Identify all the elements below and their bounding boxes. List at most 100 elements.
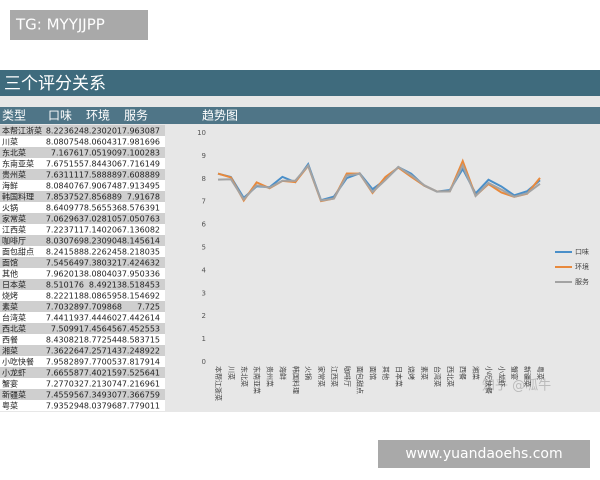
cell-value: 7.50991 — [51, 325, 84, 334]
cell-value: 7.136082 — [122, 226, 160, 235]
cell-value: 8.086595 — [84, 292, 122, 301]
cell-value: 7.853752 — [46, 193, 84, 202]
cell-value: 7.380321 — [84, 259, 122, 268]
cell-name: 东北菜 — [2, 148, 26, 158]
cell-value: 8.230904 — [84, 237, 122, 246]
title: 三个评分关系 — [4, 74, 106, 94]
cell-name: 新疆菜 — [2, 390, 26, 400]
cell-value: 7.779011 — [122, 402, 160, 411]
column-header: 口味 — [48, 109, 72, 123]
row-bg — [0, 345, 165, 356]
cell-value: 7.441193 — [46, 314, 84, 323]
x-tick-label: 素菜 — [420, 366, 429, 380]
cell-name: 东南亚菜 — [2, 159, 34, 169]
x-tick-label: 湘菜 — [472, 366, 481, 380]
cell-name: 湘菜 — [2, 346, 18, 356]
cell-value: 8.218035 — [122, 248, 160, 257]
cell-value: 7.665587 — [46, 369, 84, 378]
cell-value: 7.675155 — [46, 160, 84, 169]
row-bg — [0, 191, 165, 202]
cell-value: 8.510176 — [46, 281, 84, 290]
watermark-box — [10, 10, 148, 40]
x-tick-label: 咖啡厅 — [343, 366, 352, 387]
column-header: 类型 — [2, 109, 26, 123]
cell-value: 7.913495 — [122, 182, 160, 191]
row-bg — [0, 147, 165, 158]
row-bg — [0, 235, 165, 246]
x-tick-label: 东南亚菜 — [253, 366, 262, 394]
cell-value: 7.424632 — [122, 259, 160, 268]
cell-value: 8.080403 — [84, 270, 122, 279]
x-tick-label: 蟹宴 — [510, 366, 519, 380]
cell-value: 8.223624 — [46, 127, 84, 136]
title-bar — [0, 70, 600, 96]
y-tick-label: 2 — [202, 312, 206, 320]
cell-value: 8.222118 — [46, 292, 84, 301]
row-bg — [0, 224, 165, 235]
row-bg — [0, 158, 165, 169]
cell-value: 7.935294 — [46, 402, 84, 411]
column-header: 环境 — [86, 108, 110, 123]
cell-value: 7.366759 — [122, 391, 160, 400]
x-tick-label: 川菜 — [227, 366, 236, 380]
row-bg — [0, 334, 165, 345]
y-tick-label: 7 — [202, 198, 206, 206]
y-tick-label: 4 — [202, 266, 207, 274]
cell-value: 7.958289 — [46, 358, 84, 367]
row-bg — [0, 279, 165, 290]
cell-value: 7.545649 — [46, 259, 84, 268]
cell-name: 贵州菜 — [2, 170, 26, 180]
row-bg — [0, 389, 165, 400]
cell-name: 其他 — [2, 269, 18, 279]
header-row — [0, 107, 600, 124]
cell-value: 7.248922 — [122, 347, 160, 356]
legend-label: 服务 — [575, 277, 589, 286]
line — [217, 163, 541, 202]
cell-value: 7.770053 — [84, 358, 122, 367]
cell-value: 7.817914 — [122, 358, 160, 367]
x-tick-label: 本帮江浙菜 — [214, 366, 223, 401]
cell-value: 7.525641 — [122, 369, 160, 378]
cell-name: 小吃快餐 — [2, 357, 34, 367]
row-bg — [0, 312, 165, 323]
cell-name: 面馆 — [2, 258, 18, 268]
cell-name: 素菜 — [2, 302, 18, 312]
cell-value: 7.91678 — [127, 193, 160, 202]
cell-value: 7.216961 — [122, 380, 160, 389]
chart-watermark: 知乎 @呱牛 — [482, 378, 551, 394]
cell-value: 7.213074 — [84, 380, 122, 389]
cell-name: 海鲜 — [2, 181, 18, 191]
cell-value: 7.963087 — [122, 127, 160, 136]
cell-name: 西餐 — [2, 336, 18, 345]
cell-value: 7.062963 — [46, 215, 84, 224]
cell-name: 江西菜 — [2, 225, 26, 235]
watermark-box — [378, 440, 590, 468]
cell-name: 蟹宴 — [2, 379, 18, 389]
chart-title: 趋势图 — [202, 109, 238, 123]
cell-value: 8.226245 — [84, 248, 122, 257]
row-bg — [0, 257, 165, 268]
x-tick-label: 台湾菜 — [433, 366, 442, 387]
x-tick-label: 面包甜点 — [356, 366, 365, 394]
watermark: www.yuandaoehs.com — [405, 446, 562, 462]
cell-value: 7.362264 — [46, 347, 84, 356]
y-tick-label: 8 — [202, 175, 206, 183]
cell-value: 8.080754 — [46, 138, 84, 147]
cell-value: 7.844306 — [84, 160, 122, 169]
x-tick-label: 其他 — [381, 366, 390, 380]
row-bg — [0, 202, 165, 213]
cell-name: 韩国料理 — [2, 192, 34, 202]
x-tick-label: 粤菜 — [536, 366, 545, 380]
row-bg — [0, 301, 165, 312]
watermark: TG: MYYJJPP — [15, 16, 105, 34]
row-bg — [0, 367, 165, 378]
cell-value: 7.608889 — [122, 171, 160, 180]
cell-value: 7.703289 — [46, 303, 84, 312]
cell-value: 7.257143 — [84, 347, 122, 356]
row-bg — [0, 136, 165, 147]
cell-value: 7.856889 — [84, 193, 122, 202]
x-tick-label: 西餐 — [459, 366, 468, 380]
cell-value: 8.430821 — [46, 336, 84, 345]
